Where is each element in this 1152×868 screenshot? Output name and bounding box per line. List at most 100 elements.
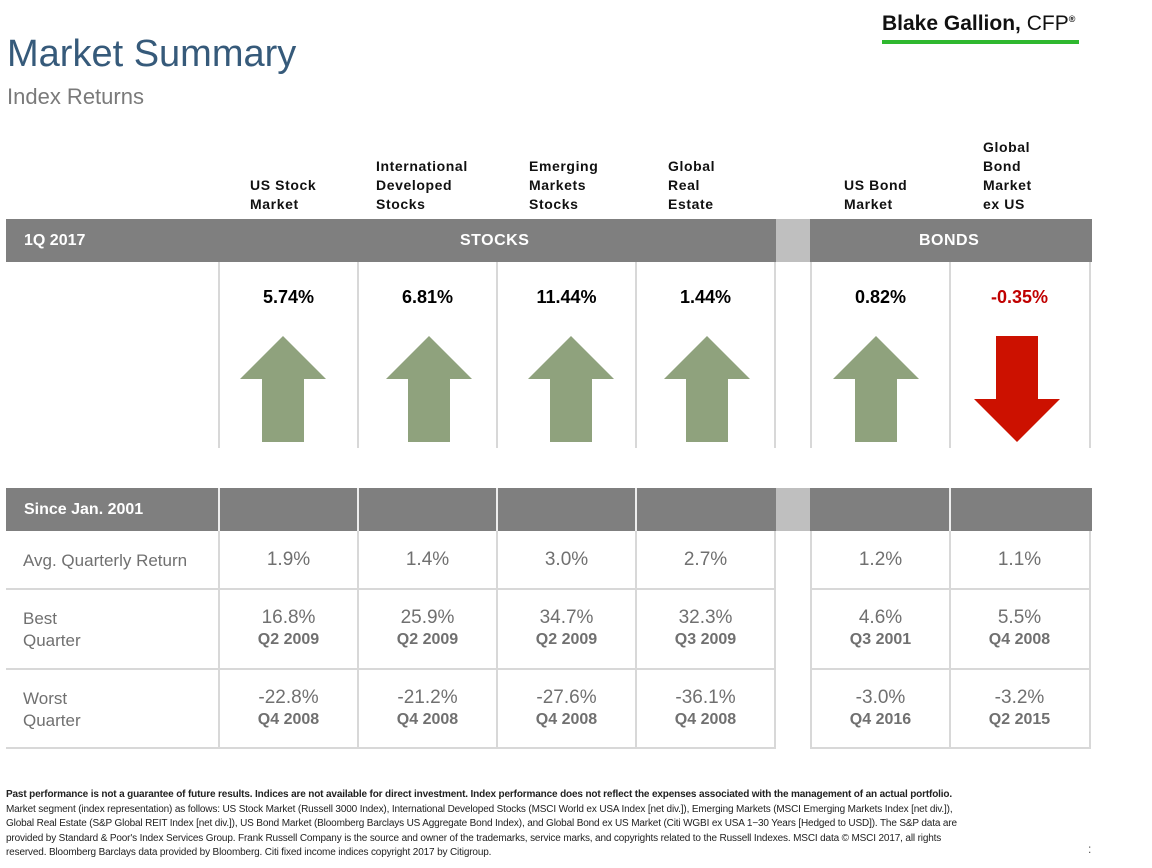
column-header-line: ex US <box>983 196 1025 212</box>
avg-value: 1.1% <box>997 549 1042 570</box>
column-header-global-real-estate: Global Real Estate <box>668 157 715 214</box>
divider <box>218 262 220 448</box>
best-cell: 5.5% Q4 2008 <box>950 607 1089 651</box>
divider <box>635 531 637 749</box>
up-arrow-icon <box>833 336 919 442</box>
row-label-line: Quarter <box>23 711 81 730</box>
divider <box>357 262 359 448</box>
row-divider <box>6 588 776 590</box>
divider <box>774 262 776 448</box>
divider <box>357 531 359 749</box>
disclaimer-line: Market segment (index representation) as… <box>6 803 953 815</box>
divider <box>949 262 951 448</box>
worst-cell: -22.8% Q4 2008 <box>219 687 358 731</box>
worst-value: -22.8% <box>258 687 319 708</box>
column-header-line: Markets <box>529 177 587 193</box>
page-marker: : <box>1088 842 1092 856</box>
up-arrow-icon <box>664 336 750 442</box>
worst-value: -27.6% <box>536 687 597 708</box>
worst-cell: -27.6% Q4 2008 <box>497 687 636 731</box>
disclaimer-line: reserved. Bloomberg Barclays data provid… <box>6 847 492 858</box>
column-header-line: US Stock <box>250 177 317 193</box>
column-header-global-bond-ex-us: Global Bond Market ex US <box>983 138 1032 214</box>
up-arrow-icon <box>528 336 614 442</box>
avg-value: 3.0% <box>544 549 589 570</box>
column-header-line: Estate <box>668 196 714 212</box>
worst-quarter: Q4 2008 <box>257 711 320 728</box>
divider <box>949 488 951 531</box>
divider <box>496 531 498 749</box>
best-value: 5.5% <box>997 607 1042 628</box>
row-label-best: Best Quarter <box>23 608 81 652</box>
worst-value: -3.0% <box>855 687 906 708</box>
row-divider <box>810 588 1091 590</box>
logo-underline <box>882 40 1079 44</box>
worst-cell: -36.1% Q4 2008 <box>636 687 775 731</box>
avg-value: 1.9% <box>266 549 311 570</box>
best-cell: 34.7% Q2 2009 <box>497 607 636 651</box>
best-value: 16.8% <box>261 607 316 628</box>
disclaimer-bold: Past performance is not a guarantee of f… <box>6 789 953 800</box>
return-value: 6.81% <box>401 287 454 307</box>
best-cell: 25.9% Q2 2009 <box>358 607 497 651</box>
disclaimer-line: provided by Standard & Poor's Index Serv… <box>6 832 942 844</box>
worst-cell: -3.0% Q4 2016 <box>811 687 950 731</box>
column-header-line: US Bond <box>844 177 908 193</box>
divider <box>810 531 812 749</box>
divider <box>1089 262 1091 448</box>
best-value: 4.6% <box>858 607 903 628</box>
column-header-us-bond: US Bond Market <box>844 176 907 214</box>
row-divider <box>810 668 1091 670</box>
best-quarter: Q3 2009 <box>674 631 737 648</box>
column-header-emerging: Emerging Markets Stocks <box>529 157 598 214</box>
worst-quarter: Q4 2008 <box>674 711 737 728</box>
avg-value: 2.7% <box>683 549 728 570</box>
column-header-us-stock: US Stock Market <box>250 176 316 214</box>
worst-quarter: Q4 2008 <box>396 711 459 728</box>
disclaimer: Past performance is not a guarantee of f… <box>6 788 1026 861</box>
row-label-line: Best <box>23 609 58 628</box>
return-value: 0.82% <box>854 287 907 307</box>
divider <box>218 488 220 531</box>
divider <box>635 488 637 531</box>
divider <box>635 262 637 448</box>
worst-quarter: Q2 2015 <box>988 711 1051 728</box>
brand-logo: Blake Gallion, CFP® <box>882 12 1075 36</box>
row-divider <box>810 747 1091 749</box>
page-subtitle: Index Returns <box>7 84 144 109</box>
since-band-stocks <box>6 488 776 531</box>
disclaimer-line: Global Real Estate (S&P Global REIT Inde… <box>6 818 957 829</box>
worst-quarter: Q4 2016 <box>849 711 912 728</box>
best-quarter: Q3 2001 <box>849 631 912 648</box>
divider <box>496 262 498 448</box>
worst-value: -36.1% <box>675 687 736 708</box>
band-gap <box>776 219 810 262</box>
return-value: 5.74% <box>262 287 315 307</box>
quarter-label: 1Q 2017 <box>24 231 86 249</box>
row-label-avg: Avg. Quarterly Return <box>23 551 188 570</box>
column-header-line: Stocks <box>529 196 579 212</box>
divider <box>810 262 812 448</box>
return-value: 1.44% <box>679 287 732 307</box>
row-divider <box>6 668 776 670</box>
row-divider <box>6 747 776 749</box>
worst-value: -3.2% <box>994 687 1045 708</box>
column-header-line: Emerging <box>529 158 599 174</box>
since-band-bonds <box>810 488 1092 531</box>
best-cell: 4.6% Q3 2001 <box>811 607 950 651</box>
row-label-line: Worst <box>23 689 68 708</box>
return-value-negative: -0.35% <box>990 287 1049 307</box>
row-label-worst: Worst Quarter <box>23 688 81 732</box>
best-quarter: Q2 2009 <box>257 631 320 648</box>
column-header-line: Market <box>250 196 299 212</box>
quarter-band-stocks <box>6 219 776 262</box>
worst-value: -21.2% <box>397 687 458 708</box>
column-header-line: Stocks <box>376 196 426 212</box>
best-cell: 32.3% Q3 2009 <box>636 607 775 651</box>
best-cell: 16.8% Q2 2009 <box>219 607 358 651</box>
up-arrow-icon <box>386 336 472 442</box>
avg-value: 1.2% <box>858 549 903 570</box>
avg-value: 1.4% <box>405 549 450 570</box>
quarter-band-bonds <box>810 219 1092 262</box>
column-header-line: Real <box>668 177 700 193</box>
